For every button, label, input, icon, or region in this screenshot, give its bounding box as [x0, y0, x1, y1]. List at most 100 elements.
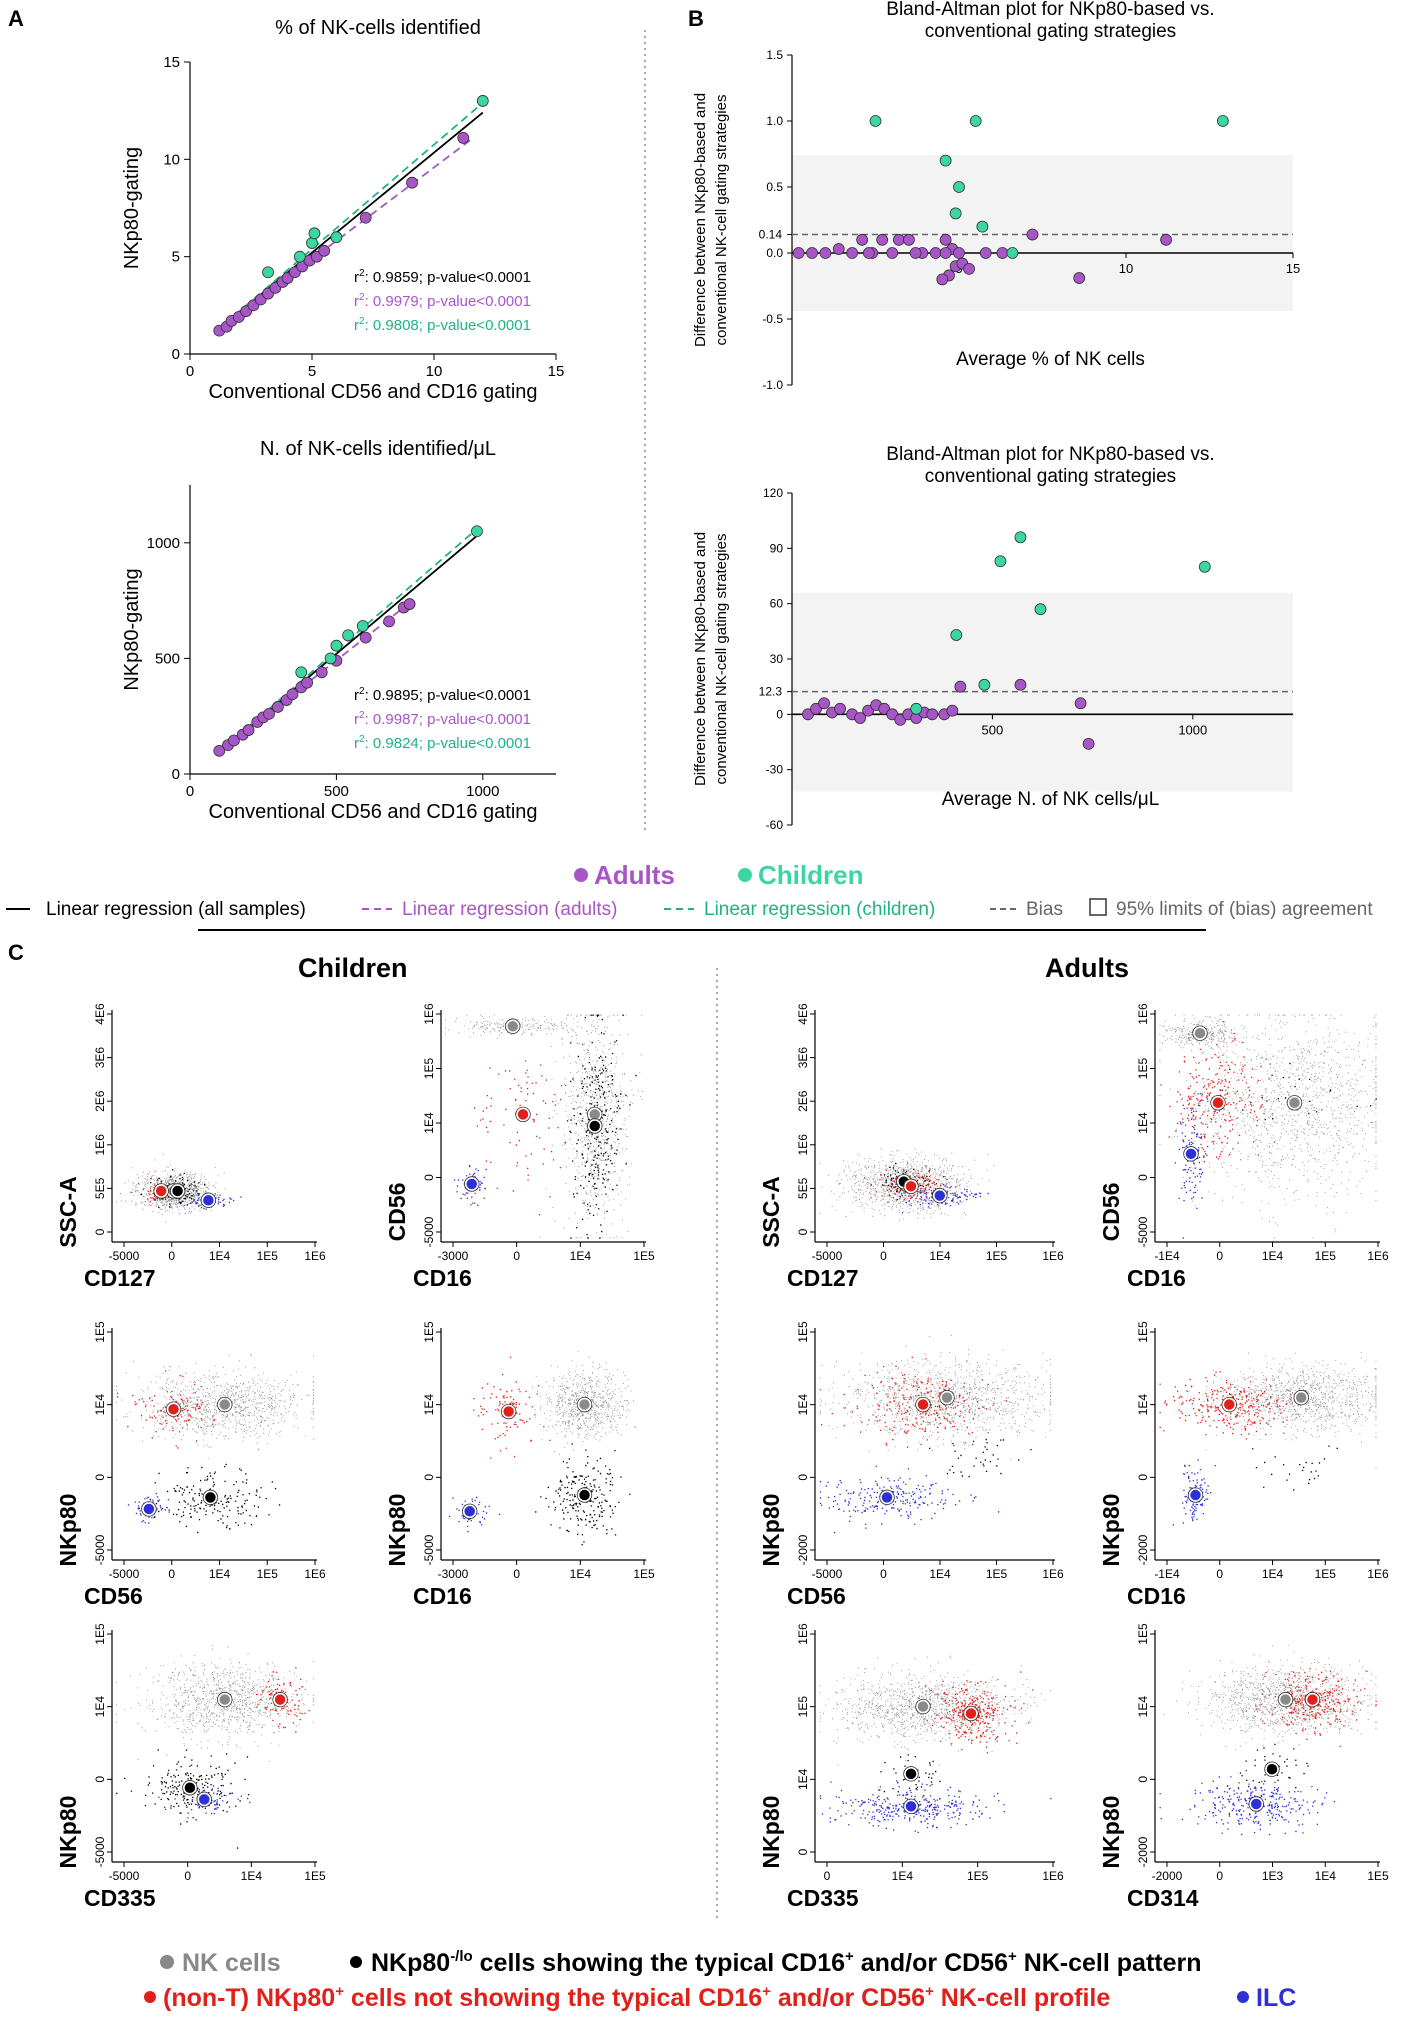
c-ad-3-events-black [929, 1439, 1032, 1478]
a2-point-adults [301, 676, 314, 689]
c-ad-4-events-blue [1172, 1459, 1216, 1526]
c-ad-5-events-gray [819, 1655, 1052, 1766]
b1-title-line: conventional gating strategies [925, 21, 1176, 42]
r2-superscript: 2 [359, 316, 365, 327]
c-ad-6-xtick-label: 1E5 [1367, 1869, 1389, 1883]
a1-point-children [476, 95, 489, 107]
c-ad-2-ytick-label: 1E4 [1136, 1112, 1150, 1134]
c-ch-2-ytick-label: 0 [422, 1174, 436, 1181]
c-ch-3-ytick-label: -5000 [93, 1534, 107, 1565]
legend-c-ilc-marker [1237, 1991, 1249, 2003]
c-ch-2-centroid-black [588, 1119, 602, 1133]
legend-c-red-sup2: + [762, 1983, 771, 2000]
legend-c-red-text: (non-T) NKp80+ cells not showing the typ… [163, 1983, 1110, 2012]
c-ch-1-centroid-black [170, 1184, 185, 1198]
b2-ytick-label: 120 [763, 486, 783, 500]
c-ad-5-centroid-ring-blue [903, 1798, 919, 1815]
c-ad-3-ytick-label: 1E5 [796, 1321, 810, 1343]
c-ch-4-ylabel: NKp80 [384, 1494, 410, 1567]
a1-point-children [293, 250, 306, 263]
c-ad-1-centroid-ring-red [903, 1178, 919, 1195]
c-ad-3-ytick-label: -2000 [796, 1534, 810, 1565]
legend-bias-label: Bias [1026, 899, 1063, 920]
a2-point-adults [228, 734, 240, 747]
c-ch-2-ytick-label: 1E6 [422, 1003, 436, 1025]
b2-point-adults [834, 702, 846, 715]
a2-r2-annotation: r2: 0.9895; p-value<0.0001 [354, 686, 531, 704]
c-ad-6-ytick-label: 0 [1136, 1776, 1150, 1783]
c-ad-2-centroid-blue [1184, 1147, 1198, 1161]
b1-xtick-label: 10 [1119, 261, 1133, 276]
a2-ytick-label: 500 [155, 650, 180, 667]
c-ad-6-centroid-gray [1278, 1692, 1293, 1707]
c-ch-2-xtick-label: 1E5 [633, 1249, 655, 1263]
c-ch-3-xtick-label: -5000 [109, 1567, 140, 1581]
c-ad-1-ytick-label: 2E6 [796, 1090, 810, 1112]
c-ad-3-xtick-label: 1E5 [986, 1567, 1008, 1581]
c-ad-5-ytick-label: 1E5 [796, 1696, 810, 1718]
a2-point-adults [383, 615, 396, 628]
b1-point-adults [819, 247, 832, 259]
b1-point-adults [903, 233, 915, 246]
c-ad-4-events-black [1252, 1445, 1338, 1491]
a2-point-adults [242, 724, 255, 736]
c-ad-2-centroid-gray [1193, 1026, 1207, 1040]
c-ch-1-xtick-label: 1E6 [304, 1249, 326, 1263]
c-ad-4-ytick-label: -2000 [1136, 1534, 1150, 1565]
c-ch-5-centroid-ring-red [272, 1691, 288, 1708]
a2-title: N. of NK-cells identified/μL [260, 438, 496, 460]
c-ch-4-centroid-blue [462, 1504, 477, 1519]
c-ch-1-events-blue [182, 1190, 242, 1210]
a1-ylabel: NKp80-gating [121, 147, 143, 269]
c-ad-6-events-red [1245, 1668, 1377, 1747]
c-ad-4-xtick-label: 1E5 [1315, 1567, 1337, 1581]
c-ad-3-ylabel: NKp80 [758, 1494, 784, 1567]
c-ch-2-centroid-blue [465, 1177, 479, 1191]
a2-point-children [324, 652, 337, 665]
c-ch-3-xtick-label: 0 [168, 1567, 175, 1581]
c-ch-5-ytick-label: 1E4 [93, 1696, 107, 1718]
c-ad-1-xtick-label: 1E6 [1042, 1249, 1064, 1263]
c-ad-6-xtick-label: 1E4 [1315, 1869, 1337, 1883]
c-ch-4-centroid-red [501, 1404, 516, 1419]
c-ad-1-ytick-label: 0 [796, 1228, 810, 1235]
r2-superscript: 2 [359, 268, 365, 279]
legend-c-red-pre: (non-T) NKp80 [163, 1984, 335, 2012]
b2-point-children [910, 702, 923, 715]
a2-point-children [342, 629, 355, 642]
c-ad-3-centroid-ring-gray [939, 1389, 955, 1406]
c-ad-5-centroid-gray [916, 1699, 930, 1714]
flow-plot-c-ch-1: -5000 0 1E4 1E5 1E6 0 5E5 1E6 2E6 3E6 4E6 CD127SSC-… [55, 1003, 326, 1291]
c-ad-6-events-gray [1163, 1644, 1377, 1750]
c-ch-4-xtick-label: 0 [513, 1567, 520, 1581]
c-ad-1-ylabel: SSC-A [758, 1176, 784, 1248]
c-ad-4-centroid-blue [1188, 1488, 1203, 1502]
legend-c-ilc-label: ILC [1256, 1984, 1296, 2012]
c-ad-2-ytick-label: -5000 [1136, 1216, 1150, 1247]
c-ch-3-centroid-gray [218, 1397, 232, 1412]
c-ad-1-ytick-label: 3E6 [796, 1047, 810, 1069]
b2-ylabel-line: conventional NK-cell gating strategies [713, 534, 730, 785]
b1-bias-label: 0.14 [759, 228, 783, 242]
a1-point-children [262, 266, 274, 279]
legend-c-black-sup3: + [1008, 1948, 1017, 1965]
c-ch-5-xtick-label: -5000 [109, 1869, 140, 1883]
r2-value: : 0.9895; p-value<0.0001 [365, 687, 531, 704]
b1-point-adults [963, 262, 975, 275]
c-ad-2-xtick-label: 0 [1216, 1249, 1223, 1263]
c-ch-1-xtick-label: 1E5 [257, 1249, 279, 1263]
a1-ytick-label: 15 [163, 54, 180, 71]
c-ad-4-centroid-ring-red [1221, 1396, 1237, 1413]
legend-c-nk-marker [160, 1955, 174, 1969]
a2-point-children [356, 620, 369, 632]
c-ad-2-centroid-gray [1287, 1096, 1302, 1110]
c-ad-5-xtick-label: 1E5 [967, 1869, 989, 1883]
b1-point-adults [792, 247, 805, 259]
a1-r2-annotation: r2: 0.9808; p-value<0.0001 [354, 316, 531, 334]
c-ch-1-xlabel: CD127 [84, 1265, 156, 1291]
a1-r2-annotation: r2: 0.9859; p-value<0.0001 [354, 268, 531, 286]
c-ch-3-centroid-ring-gray [217, 1396, 233, 1413]
c-ad-2-events-black [1221, 1062, 1377, 1121]
legend-limits-label: 95% limits of (bias) agreement [1116, 899, 1373, 920]
